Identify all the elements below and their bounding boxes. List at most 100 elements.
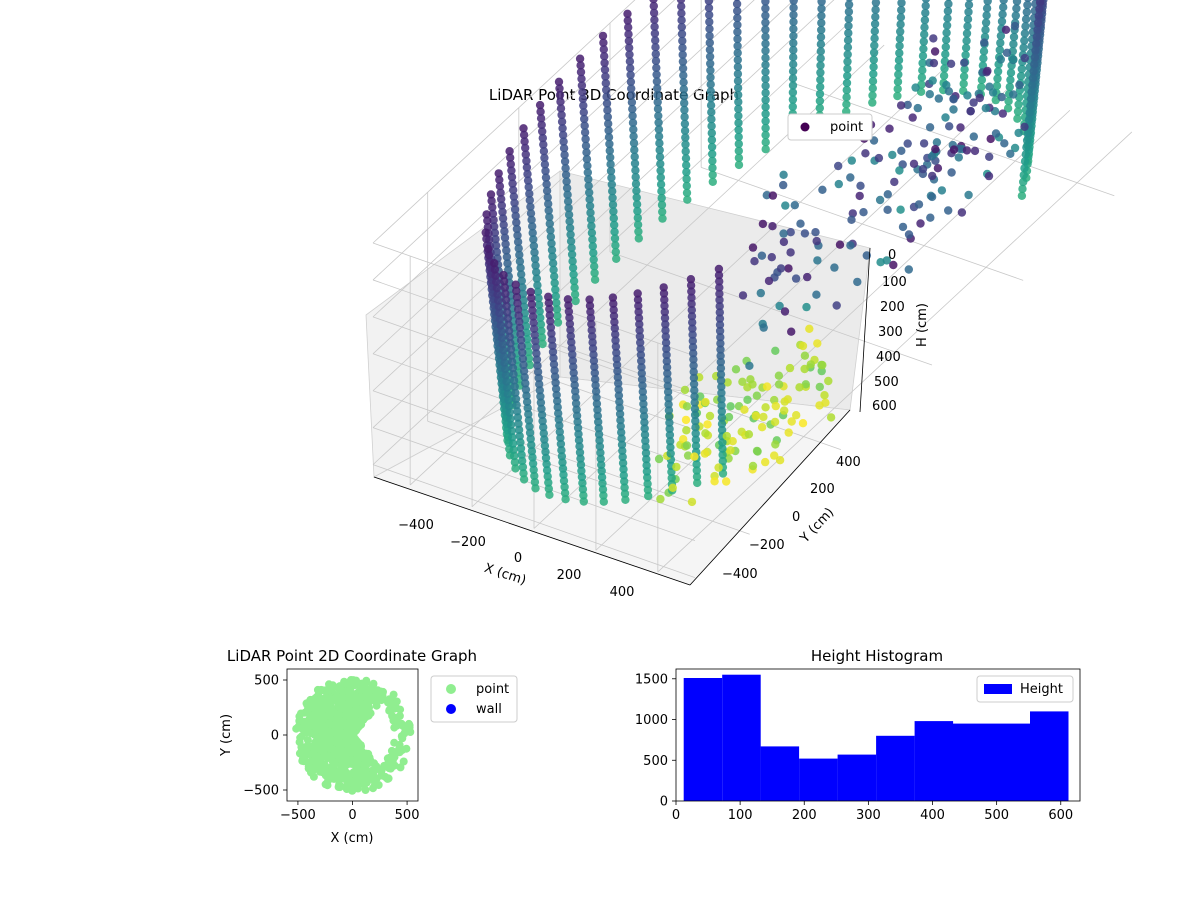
point-marker	[896, 27, 905, 36]
point-marker	[1021, 150, 1030, 159]
point-marker	[764, 276, 774, 286]
point-marker	[509, 192, 519, 201]
point-marker	[554, 409, 563, 418]
point-marker	[963, 15, 973, 24]
point-marker	[490, 222, 499, 231]
point-marker	[604, 133, 614, 142]
point-marker	[540, 435, 549, 444]
point-marker	[761, 4, 770, 13]
point-marker	[1014, 128, 1023, 138]
point-marker	[733, 41, 742, 51]
point-marker	[631, 179, 641, 189]
point-marker	[362, 678, 371, 687]
point-marker	[801, 380, 810, 389]
point-marker	[871, 0, 881, 7]
point-marker	[498, 207, 507, 217]
point-marker	[705, 38, 714, 47]
point-marker	[788, 67, 798, 76]
point-marker	[665, 424, 674, 434]
point-marker	[996, 38, 1005, 48]
point-marker	[776, 264, 786, 273]
point-marker	[397, 719, 406, 728]
point-marker	[511, 280, 520, 289]
point-marker	[625, 43, 634, 52]
point-marker	[618, 452, 627, 462]
point-marker	[963, 22, 972, 31]
point-marker	[548, 341, 557, 351]
point-marker	[641, 436, 650, 445]
point-marker	[661, 338, 671, 347]
point-marker	[587, 319, 596, 329]
point-marker	[544, 206, 553, 215]
point-marker	[616, 416, 625, 425]
point-marker	[816, 32, 826, 42]
point-marker	[716, 339, 725, 348]
y-tick-label: 1500	[635, 672, 668, 687]
point-marker	[501, 295, 511, 305]
z-tick-label: 500	[874, 375, 899, 390]
point-marker	[515, 431, 524, 441]
point-marker	[612, 360, 622, 370]
point-marker	[610, 227, 619, 236]
point-marker	[997, 17, 1007, 26]
point-marker	[761, 81, 770, 91]
point-marker	[493, 290, 502, 299]
point-marker	[734, 146, 743, 156]
point-marker	[834, 179, 843, 189]
point-marker	[545, 311, 554, 320]
point-marker	[588, 235, 597, 244]
point-marker	[617, 434, 626, 443]
point-marker	[566, 237, 576, 246]
point-marker	[543, 193, 552, 202]
point-marker	[554, 77, 564, 87]
point-marker	[908, 113, 917, 122]
point-marker	[921, 8, 930, 18]
point-marker	[504, 395, 513, 405]
point-marker	[963, 91, 972, 100]
point-marker	[640, 424, 649, 433]
point-marker	[513, 237, 523, 247]
point-marker	[898, 222, 908, 232]
point-marker	[525, 196, 534, 205]
point-marker	[500, 358, 509, 367]
legend-2d-marker-wall	[446, 704, 456, 714]
point-marker	[715, 283, 724, 292]
point-marker	[552, 305, 562, 314]
point-marker	[980, 38, 989, 47]
z-tick-label: 600	[872, 399, 897, 414]
point-marker	[894, 63, 903, 72]
point-marker	[871, 5, 880, 14]
point-marker	[834, 161, 843, 171]
point-marker	[687, 299, 696, 309]
point-marker	[633, 295, 643, 304]
point-marker	[568, 257, 577, 266]
point-marker	[499, 352, 509, 361]
point-marker	[870, 41, 879, 50]
point-marker	[613, 373, 622, 382]
point-marker	[942, 21, 952, 30]
point-marker	[634, 313, 644, 323]
point-marker	[706, 66, 715, 75]
point-marker	[591, 387, 601, 396]
point-marker	[998, 10, 1007, 19]
point-marker	[1029, 67, 1038, 76]
point-marker	[517, 450, 526, 459]
point-marker	[761, 46, 770, 55]
point-marker	[679, 91, 689, 101]
point-marker	[703, 420, 712, 429]
point-marker	[779, 170, 788, 179]
point-marker	[314, 721, 323, 730]
point-marker	[599, 38, 608, 47]
point-marker	[590, 262, 599, 271]
point-marker	[723, 378, 732, 387]
point-marker	[587, 228, 597, 237]
point-marker	[796, 219, 805, 228]
point-marker	[605, 139, 614, 149]
point-marker	[599, 45, 608, 54]
point-marker	[638, 393, 648, 402]
point-marker	[652, 70, 661, 79]
point-marker	[1006, 149, 1015, 158]
point-marker	[510, 198, 519, 208]
point-marker	[893, 77, 903, 86]
point-marker	[500, 227, 509, 236]
